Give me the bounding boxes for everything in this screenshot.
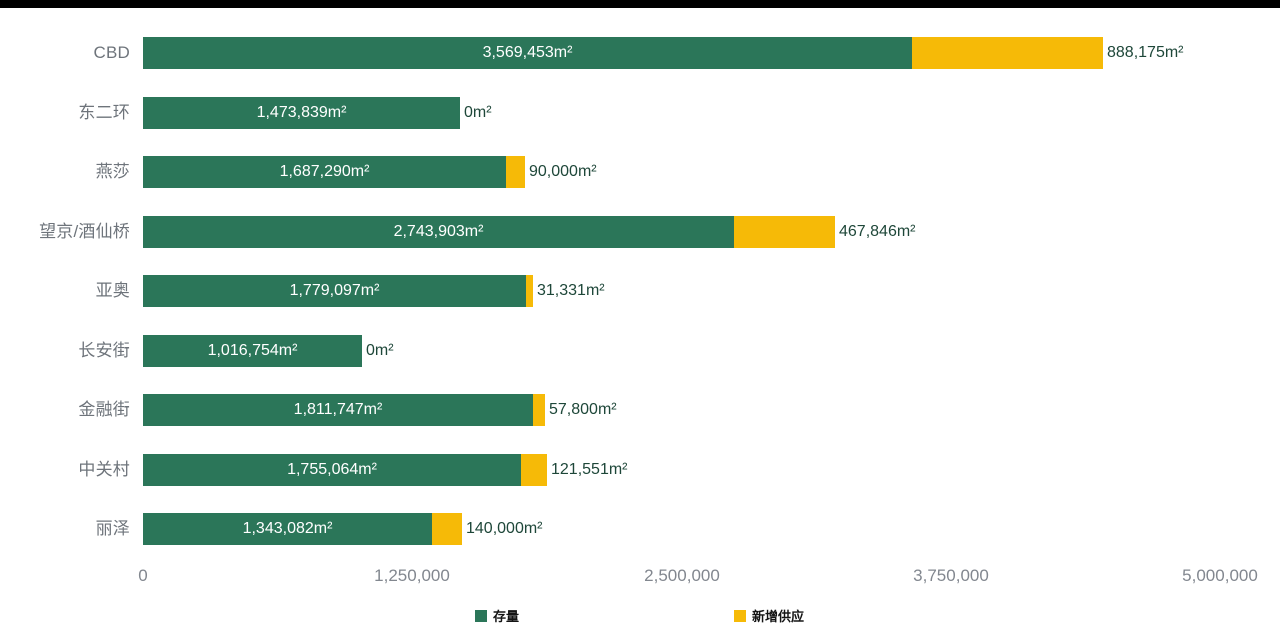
category-label: 亚奥 [95, 281, 130, 300]
legend-item-label: 存量 [493, 609, 520, 624]
x-axis-tick-label: 3,750,000 [913, 566, 989, 585]
stock-bar-segment [143, 394, 533, 426]
legend-color-swatch-icon [475, 609, 487, 622]
category-label: 望京/酒仙桥 [39, 222, 130, 241]
supply-value-label: 57,800m² [549, 401, 617, 418]
x-axis-tick-label: 1,250,000 [374, 566, 450, 585]
stock-value-label: 2,743,903m² [393, 223, 484, 240]
top-border-bar [0, 0, 1280, 8]
stock-bar-segment [143, 335, 362, 367]
supply-value-label: 121,551m² [551, 461, 628, 478]
category-label: 中关村 [78, 460, 130, 479]
supply-value-label: 0m² [366, 342, 394, 359]
category-label: 长安街 [78, 341, 130, 360]
stock-value-label: 1,343,082m² [242, 520, 333, 537]
supply-value-label: 31,331m² [537, 282, 605, 299]
supply-value-label: 467,846m² [839, 223, 916, 240]
legend-item[interactable]: 存量 [475, 606, 519, 625]
legend-item-label: 新增供应 [752, 609, 805, 624]
stock-value-label: 1,811,747m² [293, 401, 383, 418]
supply-bar-segment [912, 37, 1103, 69]
category-label: 丽泽 [95, 519, 130, 538]
supply-value-label: 0m² [464, 104, 492, 121]
category-label: 燕莎 [95, 162, 130, 181]
stock-value-label: 3,569,453m² [482, 44, 573, 61]
supply-bar-segment [432, 513, 462, 545]
legend-color-swatch-icon [734, 609, 746, 622]
stock-value-label: 1,687,290m² [279, 163, 370, 180]
stock-value-label: 1,016,754m² [207, 342, 298, 359]
stock-bar-segment [143, 454, 521, 486]
stock-value-label: 1,473,839m² [256, 104, 347, 121]
supply-bar-segment [734, 216, 835, 248]
category-label: CBD [93, 43, 130, 62]
supply-bar-segment [533, 394, 545, 426]
category-label: 金融街 [78, 400, 130, 419]
x-axis-tick-label: 2,500,000 [644, 566, 720, 585]
x-axis-tick-label: 0 [138, 566, 148, 585]
supply-value-label: 140,000m² [466, 520, 543, 537]
legend-item[interactable]: 新增供应 [734, 606, 804, 625]
supply-bar-segment [521, 454, 547, 486]
stock-bar-segment [143, 97, 460, 129]
x-axis-tick-label: 5,000,000 [1182, 566, 1258, 585]
supply-value-label: 888,175m² [1107, 44, 1184, 61]
stock-value-label: 1,755,064m² [287, 461, 377, 478]
stock-bar-segment [143, 275, 526, 307]
supply-bar-segment [526, 275, 533, 307]
supply-bar-segment [506, 156, 525, 188]
supply-value-label: 90,000m² [529, 163, 597, 180]
stock-bar-segment [143, 156, 506, 188]
stock-value-label: 1,779,097m² [289, 282, 380, 299]
stock-bar-segment [143, 513, 432, 545]
stock-bar-segment [143, 216, 734, 248]
category-label: 东二环 [78, 103, 130, 122]
stock-bar-segment [143, 37, 912, 69]
